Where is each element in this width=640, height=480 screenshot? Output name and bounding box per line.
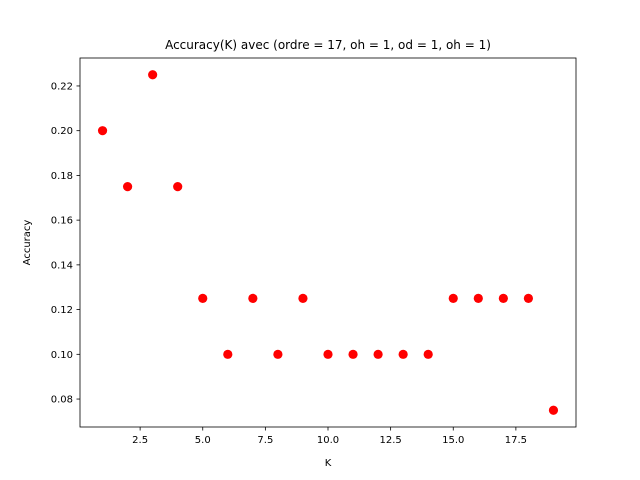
x-tick-label: 15.0 bbox=[442, 435, 464, 446]
x-tick-label: 7.5 bbox=[257, 435, 273, 446]
data-point bbox=[223, 349, 233, 359]
y-axis-label: Accuracy bbox=[22, 220, 33, 266]
data-point bbox=[122, 181, 133, 192]
data-point bbox=[523, 293, 534, 304]
data-point bbox=[473, 293, 483, 304]
data-point bbox=[423, 349, 433, 359]
y-axis-ticks: 0.08 0.10 0.12 0.14 0.16 0.18 0.20 0.22 bbox=[51, 81, 80, 406]
x-tick-label: 12.5 bbox=[379, 435, 401, 446]
data-point bbox=[173, 181, 183, 192]
y-tick-label: 0.20 bbox=[51, 126, 73, 137]
data-point bbox=[97, 126, 108, 136]
x-tick-label: 2.5 bbox=[132, 435, 148, 446]
data-point bbox=[373, 349, 383, 359]
data-point bbox=[548, 405, 559, 415]
data-point bbox=[498, 293, 508, 304]
x-tick-label: 17.5 bbox=[505, 435, 527, 446]
data-point bbox=[198, 293, 208, 304]
y-tick-label: 0.16 bbox=[51, 216, 73, 227]
x-axis-ticks: 2.5 5.0 7.5 10.0 12.5 15.0 17.5 bbox=[132, 427, 527, 446]
data-point bbox=[448, 293, 458, 304]
data-point bbox=[248, 293, 258, 304]
data-points bbox=[97, 70, 559, 415]
data-point bbox=[298, 293, 308, 304]
data-point bbox=[273, 349, 283, 359]
y-tick-label: 0.22 bbox=[51, 81, 73, 92]
y-tick-label: 0.18 bbox=[51, 171, 73, 182]
data-point bbox=[348, 349, 358, 359]
y-tick-label: 0.14 bbox=[51, 260, 73, 271]
data-point bbox=[323, 349, 333, 359]
y-tick-label: 0.08 bbox=[51, 395, 73, 406]
data-point bbox=[148, 70, 158, 80]
data-point bbox=[398, 349, 408, 359]
x-tick-label: 10.0 bbox=[317, 435, 339, 446]
x-tick-label: 5.0 bbox=[195, 435, 211, 446]
y-tick-label: 0.12 bbox=[51, 305, 73, 316]
plot-area-frame bbox=[79, 57, 577, 428]
y-tick-label: 0.10 bbox=[51, 350, 73, 361]
x-axis-label: K bbox=[325, 458, 332, 469]
chart-title: Accuracy(K) avec (ordre = 17, oh = 1, od… bbox=[165, 38, 491, 52]
